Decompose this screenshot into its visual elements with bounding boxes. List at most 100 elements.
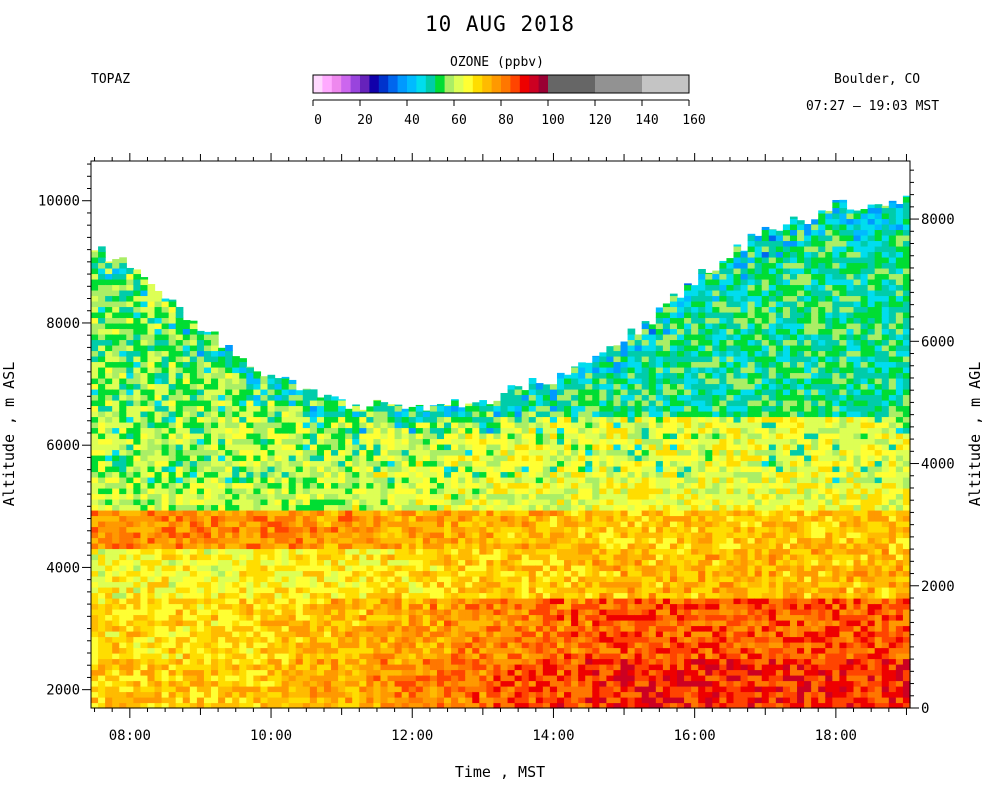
heatmap-cell xyxy=(140,575,149,583)
heatmap-cell xyxy=(189,509,198,517)
heatmap-cell xyxy=(620,526,629,533)
heatmap-cell xyxy=(366,406,375,412)
heatmap-cell xyxy=(465,691,473,698)
heatmap-cell xyxy=(168,438,177,445)
heatmap-cell xyxy=(521,619,530,627)
heatmap-cell xyxy=(401,537,410,544)
heatmap-cell xyxy=(203,614,212,621)
heatmap-cell xyxy=(331,427,339,434)
heatmap-cell xyxy=(98,399,106,407)
heatmap-cell xyxy=(514,691,523,698)
heatmap-cell xyxy=(154,306,163,313)
heatmap-cell xyxy=(394,691,403,698)
heatmap-cell xyxy=(606,465,615,473)
heatmap-cell xyxy=(260,504,269,511)
heatmap-cell xyxy=(302,669,311,676)
heatmap-cell xyxy=(592,625,600,632)
colorbar-bin xyxy=(519,75,530,93)
heatmap-cell xyxy=(380,471,389,478)
heatmap-cell xyxy=(585,619,593,627)
heatmap-cell xyxy=(112,399,120,407)
heatmap-cell xyxy=(394,548,403,555)
heatmap-cell xyxy=(133,603,142,610)
heatmap-cell xyxy=(323,647,332,654)
heatmap-cell xyxy=(331,454,339,462)
heatmap-cell xyxy=(182,427,191,434)
heatmap-cell xyxy=(112,432,120,440)
heatmap-cell xyxy=(415,460,424,467)
heatmap-cell xyxy=(415,504,424,511)
heatmap-cell xyxy=(189,608,198,616)
heatmap-cell xyxy=(436,476,445,484)
heatmap-cell xyxy=(366,564,375,572)
heatmap-cell xyxy=(316,482,325,489)
heatmap-cell xyxy=(168,570,177,577)
heatmap-cell xyxy=(571,548,579,555)
heatmap-cell xyxy=(429,498,438,506)
heatmap-cell xyxy=(514,504,523,511)
heatmap-cell xyxy=(564,696,572,704)
heatmap-cell xyxy=(564,553,572,561)
heatmap-cell xyxy=(387,674,396,682)
heatmap-cell xyxy=(218,509,226,517)
heatmap-cell xyxy=(528,636,537,643)
heatmap-cell xyxy=(189,691,198,698)
heatmap-cell xyxy=(203,526,212,533)
heatmap-cell xyxy=(366,630,375,638)
heatmap-cell xyxy=(564,427,572,434)
heatmap-cell xyxy=(500,597,509,605)
heatmap-cell xyxy=(345,597,353,605)
heatmap-cell xyxy=(140,663,149,671)
heatmap-cell xyxy=(154,372,163,379)
heatmap-cell xyxy=(196,482,205,489)
heatmap-cell xyxy=(218,619,226,627)
heatmap-cell xyxy=(373,619,382,627)
heatmap-cell xyxy=(246,498,254,506)
heatmap-cell xyxy=(542,696,551,704)
heatmap-cell xyxy=(338,614,346,621)
heatmap-cell xyxy=(521,487,530,495)
heatmap-cell xyxy=(246,548,254,555)
heatmap-cell xyxy=(408,509,417,517)
heatmap-cell xyxy=(246,570,254,577)
heatmap-cell xyxy=(542,537,551,544)
heatmap-cell xyxy=(338,696,346,704)
heatmap-cell xyxy=(549,608,558,616)
heatmap-cell xyxy=(627,405,636,412)
heatmap-cell xyxy=(147,383,156,390)
colorbar-tick-label: 100 xyxy=(541,113,564,128)
heatmap-cell xyxy=(203,493,212,500)
heatmap-cell xyxy=(556,575,565,583)
heatmap-cell xyxy=(521,449,530,456)
heatmap-cell xyxy=(147,658,156,665)
heatmap-cell xyxy=(98,460,106,467)
heatmap-cell xyxy=(578,608,586,616)
heatmap-cell xyxy=(253,388,262,396)
heatmap-cell xyxy=(119,520,127,528)
heatmap-cell xyxy=(429,504,438,511)
heatmap-cell xyxy=(592,438,600,445)
heatmap-cell xyxy=(451,465,459,473)
heatmap-cell xyxy=(493,636,502,643)
heatmap-cell xyxy=(232,432,240,440)
heatmap-cell xyxy=(260,669,269,676)
heatmap-cell xyxy=(535,443,544,451)
heatmap-cell xyxy=(119,674,127,682)
heatmap-cell xyxy=(401,520,410,528)
heatmap-cell xyxy=(161,647,170,654)
heatmap-cell xyxy=(627,493,636,500)
heatmap-cell xyxy=(161,471,170,478)
heatmap-cell xyxy=(175,410,184,418)
heatmap-cell xyxy=(267,619,276,627)
heatmap-cell xyxy=(168,619,177,627)
heatmap-cell xyxy=(203,449,212,456)
heatmap-cell xyxy=(91,361,99,368)
heatmap-cell xyxy=(380,509,389,517)
heatmap-cell xyxy=(422,515,431,522)
heatmap-cell xyxy=(401,531,410,539)
heatmap-cell xyxy=(585,669,593,676)
heatmap-cell xyxy=(323,625,332,632)
heatmap-cell xyxy=(592,581,600,588)
heatmap-cell xyxy=(451,641,459,649)
heatmap-cell xyxy=(380,498,389,506)
